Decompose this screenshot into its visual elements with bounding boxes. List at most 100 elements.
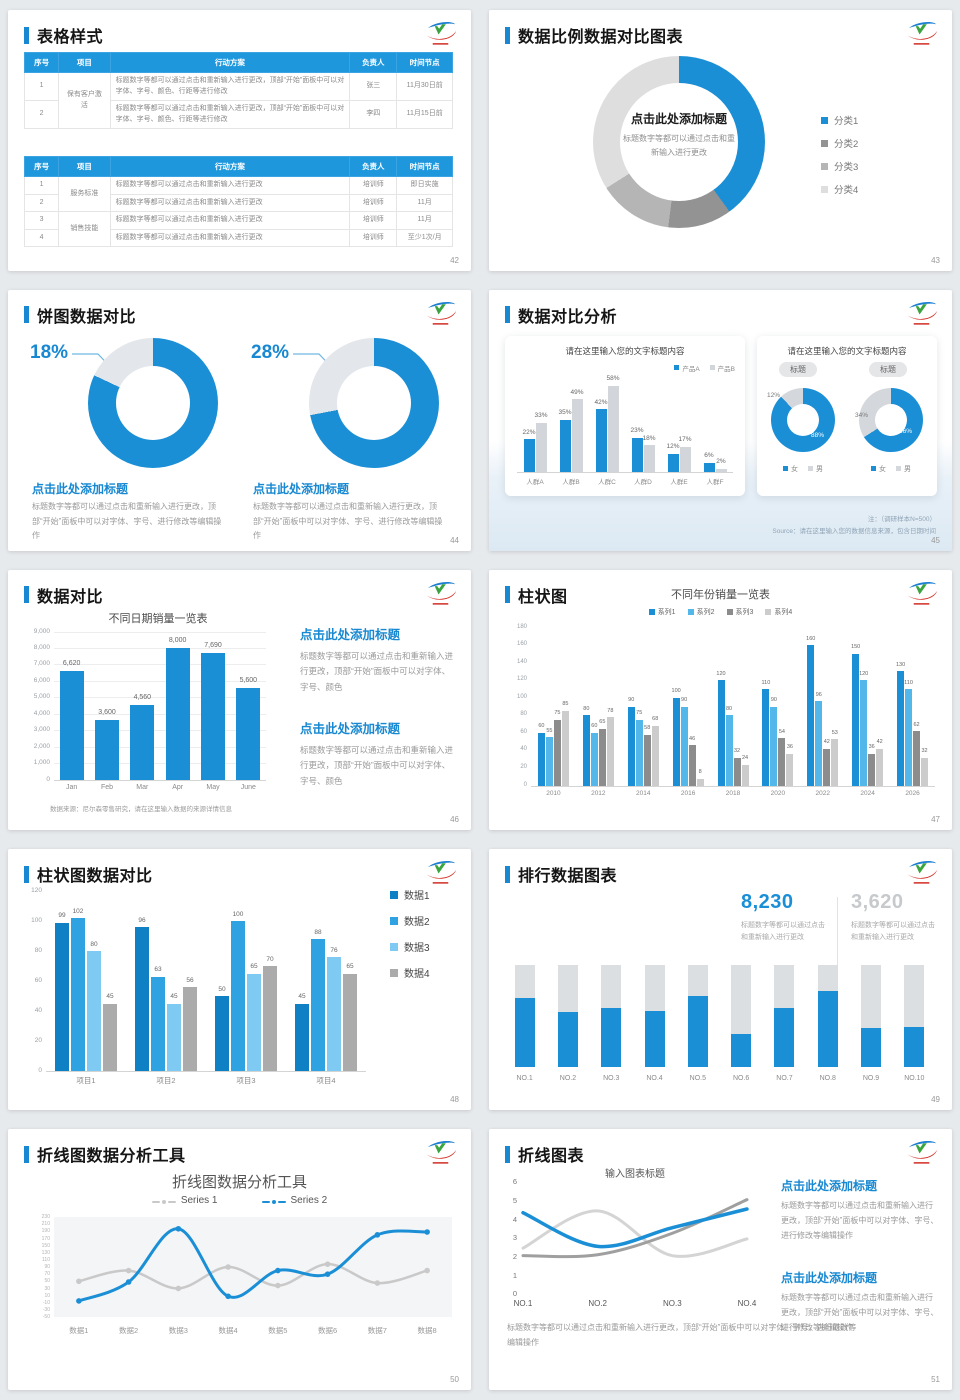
y-axis-tick: 4,000 [33,709,50,717]
bar [236,687,261,780]
bar-value-label: 75 [636,710,643,717]
y-axis-tick: 0 [512,1289,517,1299]
text-block: 点击此处添加标题 标题数字等都可以通过点击和重新输入进行更改，顶部“开始”面板中… [781,1177,939,1243]
title-accent-bar [505,1145,510,1163]
x-axis-label: 2020 [770,789,786,797]
x-axis-label: 2024 [860,789,875,797]
page-number: 49 [931,1095,940,1105]
legend-label: 数据4 [404,969,430,981]
y-axis-tick: 170 [41,1235,50,1242]
cell-time: 即日实施 [396,176,453,195]
slide-47-column-chart[interactable]: 柱状图 不同年份销量一览表 系列1 系列2 系列3 系列4 180 160 140 120 1… [489,569,952,831]
bar [733,757,741,786]
legend-label: 数据1 [404,891,430,903]
x-axis-label: 项目3 [236,1076,256,1086]
gender-donuts: 12% 88% 女男 34% 66% 女男 [757,336,937,496]
bar [311,939,325,1072]
bar [715,468,727,472]
slide-44-pie-comparison[interactable]: 饼图数据对比 18% 点击此处添加标题 标题数字等都可以通过点击和重新输入进行更… [8,289,471,551]
slide-49-ranking-chart[interactable]: 排行数据图表 8,230 标题数字等都可以通过点击和重新输入进行更改 3,620… [489,849,952,1111]
bar [343,973,357,1072]
bar-chart-legend: 产品A 产品B [674,363,735,373]
legend-item: 系列2 [687,607,715,617]
legend-swatch [390,890,398,899]
slide-50-line-analysis[interactable]: 折线图数据分析工具 折线图数据分析工具 Series 1 Series 2 23… [8,1129,471,1390]
legend-label: 系列4 [774,608,793,616]
slide-45-data-analysis[interactable]: 数据对比分析 请在这里输入您的文字标题内容 人群A 22% 33% 人群B 35% 49%… [489,289,952,551]
cell-no: 3 [23,211,60,230]
gridline [54,697,266,699]
slide-46-data-compare[interactable]: 数据对比 不同日期销量一览表 9,000 8,000 7,000 6,000 5,000… [8,569,471,831]
table-row: 4 标题数字等都可以通过点击和重新输入进行更改 培训师 至少1次/月 [23,228,453,247]
cell-project: 服务标准 [58,176,111,212]
x-axis-label: NO.1 [513,1299,533,1309]
stat-divider [837,897,838,970]
legend-item: Series 1 [151,1195,218,1206]
bar-value-label: 65 [250,963,258,971]
bar [559,419,571,472]
bar [627,706,635,786]
gridline [54,680,266,682]
slide-48-column-compare[interactable]: 柱状图数据对比 120 100 80 60 40 20 0 项目1 99 102 80 45 项目2 96… [8,849,471,1111]
y-axis-tick: 10 [44,1292,50,1299]
ranking-bars: NO.1 NO.2 NO.3 NO.4 NO.5 NO.6 NO.7 NO.8 NO.9 NO.1… [489,849,952,1110]
cell-time: 11月30日前 [396,72,453,101]
bar-value-label: 68 [652,716,659,723]
brand-logo-icon [423,1138,458,1165]
x-axis-label: 数据5 [268,1326,288,1336]
bar-value-label: 42% [594,398,608,406]
slide-header: 数据比例数据对比图表 [505,23,683,47]
slide-42-table-style[interactable]: 表格样式 序号 项目 行动方案 负责人 时间节点 1 保有客户激活 标题数字等都可以通过点击和… [8,10,471,271]
slide-43-donut-chart[interactable]: 数据比例数据对比图表 点击此处添加标题 标题数字等都可以通过点击和重新输入进行更… [489,10,952,271]
donut-18-percent [88,337,218,468]
data-table: 序号 项目 行动方案 负责人 时间节点 1 保有客户激活 标题数字等都可以通过点击和重新输入进… [23,52,453,129]
table-header-cell: 序号 [23,52,60,73]
line-plot [521,1198,749,1259]
badge-label: 标题 [779,361,817,377]
bar [717,680,725,786]
block-heading: 点击此处添加标题 [781,1271,878,1286]
y-axis-tick: 0 [46,775,50,783]
x-axis-label: 人群E [670,478,688,486]
x-axis-label: 数据1 [69,1326,89,1336]
x-axis-label: NO.8 [819,1075,836,1083]
x-axis-label: 2018 [725,789,741,797]
bar-fill [904,1026,925,1068]
y-axis-tick: 6,000 [33,676,50,684]
bar-value-label: 60 [591,723,598,730]
x-axis-label: Apr [172,783,184,791]
legend-label: 数据2 [404,917,430,929]
stat-caption: 标题数字等都可以通过点击和重新输入进行更改 [851,922,935,941]
bar-value-label: 100 [671,688,681,695]
x-axis-label: NO.4 [737,1299,757,1309]
y-axis-tick: 60 [34,977,42,985]
x-axis-line [54,779,266,781]
bar [553,719,561,786]
legend-label: 分类3 [834,162,859,173]
brand-logo-icon [423,19,458,46]
bar-value-label: 160 [806,635,816,642]
bar-value-label: 55 [546,727,553,734]
table-header-cell: 序号 [23,156,60,177]
bar [703,462,715,472]
block-body: 标题数字等都可以通过点击和重新输入进行更改，顶部“开始”面板中可以对字体、字号、… [300,744,454,787]
slide-51-line-chart[interactable]: 折线图表 输入图表标题 6 5 4 3 2 1 0 NO.1 NO.2 NO.3 NO.4 标题数字… [489,1129,952,1390]
series-legend: 数据1 数据2 数据3 数据4 [390,887,430,991]
y-axis-tick: 50 [44,1278,50,1285]
bar [95,720,119,780]
y-axis-tick: 0 [38,1067,42,1075]
y-axis-tick: 2,000 [33,742,50,750]
bar-fill [514,998,535,1068]
y-axis-tick: 100 [516,693,527,700]
series2-marker-icon [261,1200,286,1205]
text-block: 点击此处添加标题 标题数字等都可以通过点击和重新输入进行更改，顶部“开始”面板中… [300,718,456,790]
legend-label: 女 [879,465,886,473]
table-header-cell: 行动方案 [109,52,351,73]
x-axis-label: NO.3 [662,1299,682,1309]
cell-plan: 标题数字等都可以通过点击和重新输入进行更改 [109,176,351,195]
chart-title: 不同日期销量一览表 [108,612,208,625]
y-axis-tick: 4 [512,1214,517,1224]
title-accent-bar [24,586,29,604]
bar-value-label: 36 [868,744,875,751]
pie-block-right: 28% 点击此处添加标题 标题数字等都可以通过点击和重新输入进行更改，顶部“开始… [251,334,457,540]
